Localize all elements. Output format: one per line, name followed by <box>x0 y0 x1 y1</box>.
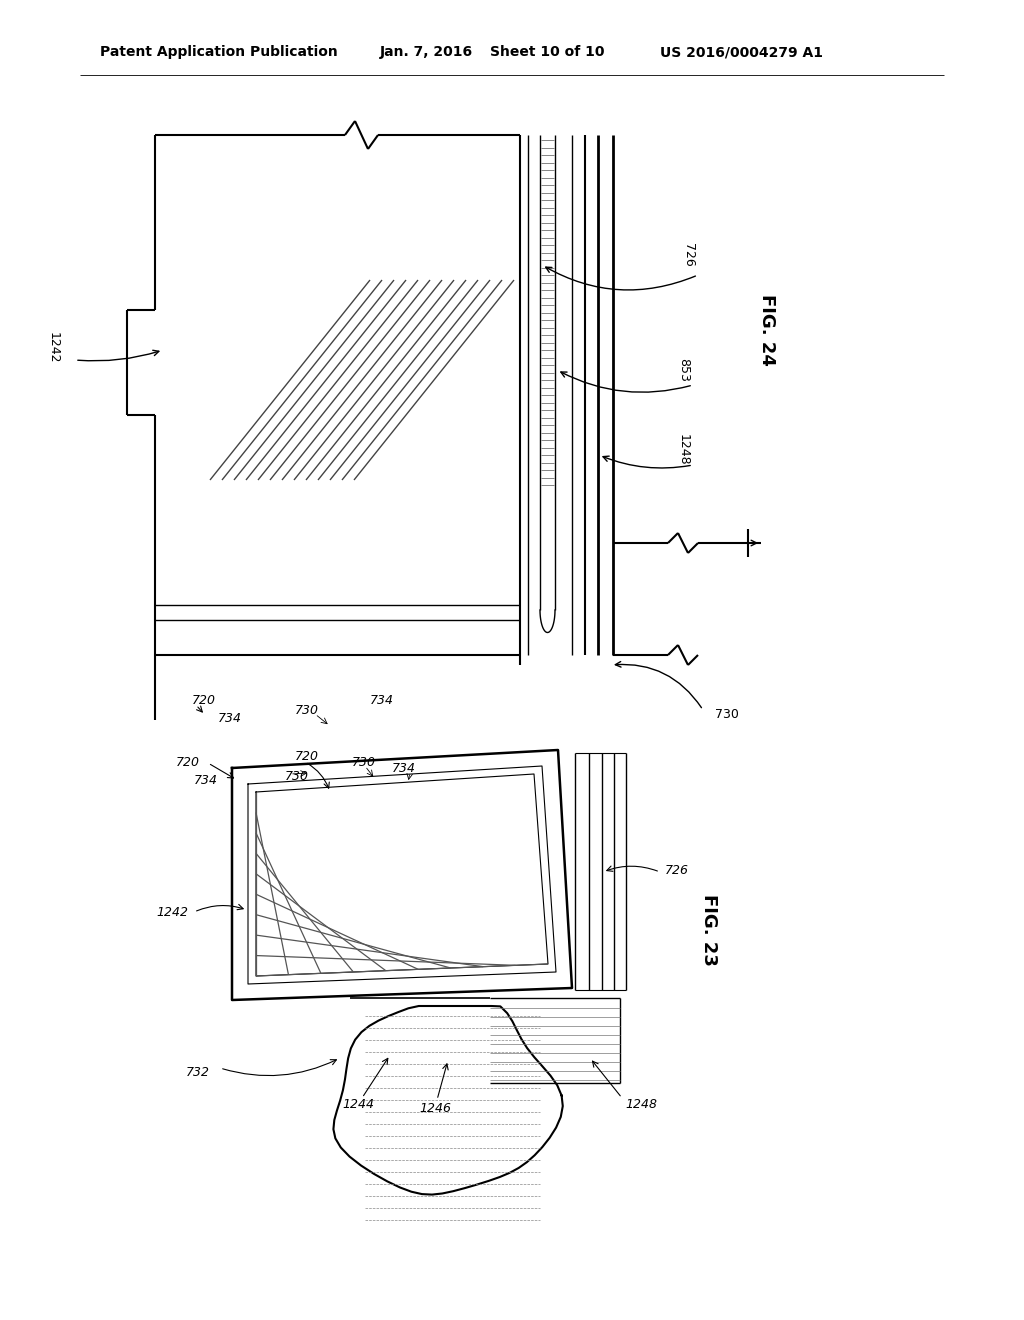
Text: 734: 734 <box>218 711 242 725</box>
Text: 730: 730 <box>295 704 319 717</box>
Text: FIG. 23: FIG. 23 <box>700 894 718 966</box>
Text: US 2016/0004279 A1: US 2016/0004279 A1 <box>660 45 823 59</box>
Text: 726: 726 <box>682 243 695 267</box>
Text: FIG. 24: FIG. 24 <box>758 294 776 366</box>
Text: 1246: 1246 <box>419 1101 451 1114</box>
Text: 1248: 1248 <box>625 1098 657 1111</box>
Text: 1248: 1248 <box>677 434 690 466</box>
Text: 720: 720 <box>193 693 216 706</box>
Text: Patent Application Publication: Patent Application Publication <box>100 45 338 59</box>
Text: 1242: 1242 <box>156 906 188 919</box>
Text: 730: 730 <box>352 756 376 770</box>
Text: 853: 853 <box>677 358 690 381</box>
Text: 734: 734 <box>370 693 394 706</box>
Text: Jan. 7, 2016: Jan. 7, 2016 <box>380 45 473 59</box>
Text: 730: 730 <box>285 770 309 783</box>
Text: 734: 734 <box>392 762 416 775</box>
Text: 1244: 1244 <box>342 1098 374 1111</box>
Text: 1242: 1242 <box>47 333 60 364</box>
Text: Sheet 10 of 10: Sheet 10 of 10 <box>490 45 604 59</box>
Text: 720: 720 <box>176 756 200 770</box>
Text: 720: 720 <box>295 750 319 763</box>
Text: 730: 730 <box>715 709 739 722</box>
Text: 734: 734 <box>194 774 218 787</box>
Text: 732: 732 <box>186 1065 210 1078</box>
Text: 726: 726 <box>665 863 689 876</box>
